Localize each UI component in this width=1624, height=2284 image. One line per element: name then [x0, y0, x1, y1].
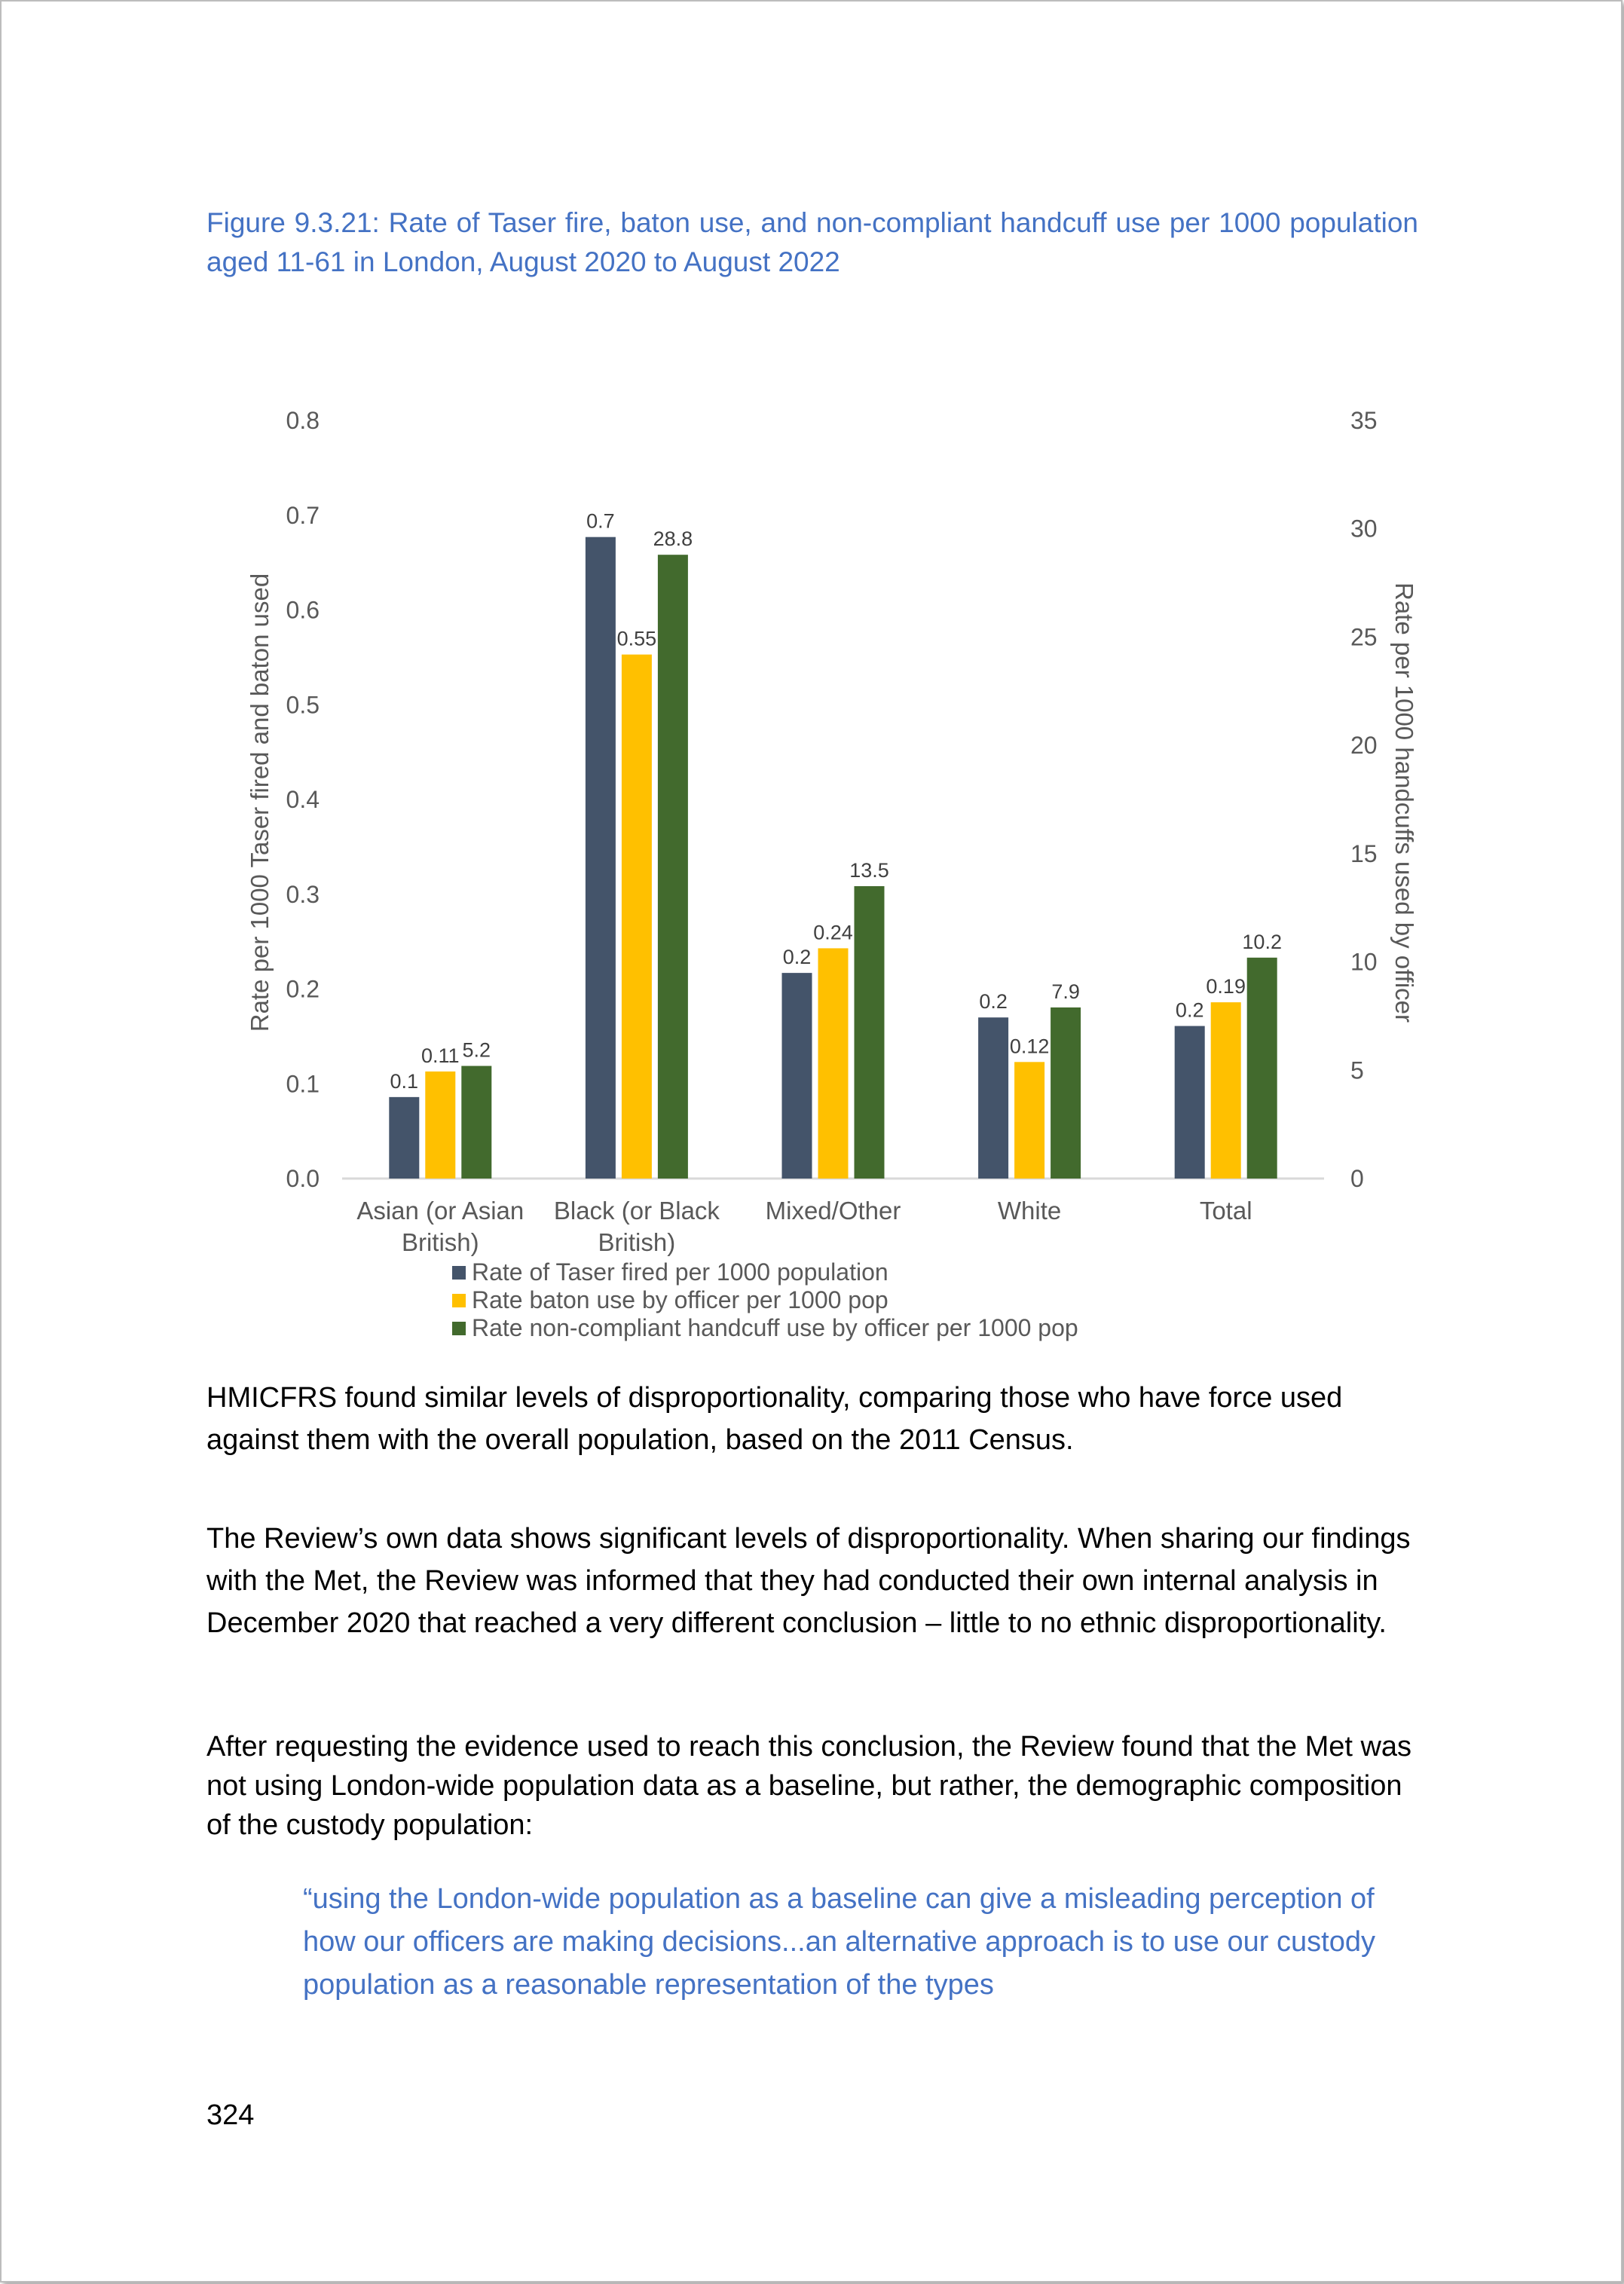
- y2-axis-title: Rate per 1000 handcuffs used by officer: [1390, 582, 1418, 1023]
- y2-tick-label: 20: [1350, 732, 1378, 759]
- legend-item: Rate baton use by officer per 1000 pop: [452, 1286, 1078, 1314]
- y-axis-title: Rate per 1000 Taser fired and baton used: [246, 573, 274, 1032]
- y2-tick-label: 35: [1350, 407, 1378, 434]
- y-tick-label: 0.6: [286, 597, 320, 624]
- bar: [1014, 1062, 1045, 1179]
- legend-swatch-handcuff: [452, 1321, 466, 1335]
- figure-caption: Figure 9.3.21: Rate of Taser fire, baton…: [206, 207, 1418, 277]
- y2-tick-label: 10: [1350, 949, 1378, 976]
- y-tick-label: 0.2: [286, 976, 320, 1003]
- bar: [1051, 1007, 1081, 1179]
- bar-chart: 0.0 0.1 0.2 0.3 0.4 0.5 0.6 0.7 0.8 0 5 10 15 20 25 30 3…: [246, 407, 1418, 1256]
- legend-label: Rate baton use by officer per 1000 pop: [472, 1286, 888, 1313]
- y-tick-label: 0.5: [286, 691, 320, 718]
- y-tick-label: 0.7: [286, 502, 320, 529]
- data-label: 0.24: [813, 921, 853, 943]
- bar: [461, 1066, 492, 1179]
- y2-tick-label: 5: [1350, 1056, 1364, 1084]
- legend-item: Rate non-compliant handcuff use by offic…: [452, 1314, 1078, 1342]
- bar: [425, 1071, 456, 1179]
- data-label: 0.1: [390, 1070, 419, 1093]
- bar: [1210, 1002, 1241, 1179]
- y-tick-label: 0.1: [286, 1070, 320, 1097]
- x-tick-label: Mixed/Other: [766, 1197, 901, 1225]
- chart-legend: Rate of Taser fired per 1000 population …: [452, 1258, 1078, 1342]
- body-paragraph: The Review’s own data shows significant …: [206, 1523, 1411, 1639]
- bar: [781, 973, 812, 1179]
- data-label: 0.19: [1206, 975, 1246, 998]
- bar: [1174, 1026, 1205, 1179]
- y2-tick-label: 0: [1350, 1165, 1364, 1192]
- y2-tick-label: 15: [1350, 840, 1378, 867]
- x-tick-label: Total: [1200, 1197, 1252, 1225]
- legend-swatch-baton: [452, 1293, 466, 1307]
- bar: [854, 885, 885, 1179]
- body-paragraph: After requesting the evidence used to re…: [206, 1731, 1412, 1841]
- bar: [818, 948, 849, 1179]
- bar: [389, 1096, 420, 1179]
- x-tick-label: British): [402, 1228, 479, 1256]
- y2-tick-label: 30: [1350, 515, 1378, 543]
- legend-swatch-taser: [452, 1265, 466, 1280]
- x-tick-label: Black (or Black: [554, 1197, 720, 1225]
- data-label: 0.2: [979, 990, 1008, 1013]
- block-quote: “using the London-wide population as a b…: [303, 1883, 1375, 2001]
- data-label: 7.9: [1051, 980, 1080, 1003]
- data-label: 10.2: [1242, 931, 1282, 953]
- data-label: 0.55: [617, 628, 657, 650]
- x-tick-label: British): [598, 1228, 676, 1256]
- legend-label: Rate of Taser fired per 1000 population: [472, 1258, 888, 1286]
- data-label: 0.2: [783, 946, 812, 968]
- bar: [657, 555, 688, 1179]
- data-label: 28.8: [653, 527, 693, 550]
- y-tick-label: 0.3: [286, 881, 320, 908]
- data-label: 0.11: [421, 1044, 460, 1067]
- data-label: 0.2: [1176, 999, 1204, 1022]
- legend-label: Rate non-compliant handcuff use by offic…: [472, 1314, 1078, 1341]
- data-label: 0.7: [586, 510, 615, 533]
- bar: [978, 1017, 1009, 1179]
- page-number: 324: [206, 2099, 255, 2131]
- data-label: 13.5: [849, 859, 889, 882]
- y-tick-label: 0.8: [286, 407, 320, 434]
- x-tick-label: Asian (or Asian: [356, 1197, 524, 1225]
- bar: [585, 537, 616, 1179]
- x-tick-label: White: [998, 1197, 1061, 1225]
- bar: [621, 654, 652, 1179]
- y2-tick-label: 25: [1350, 623, 1378, 650]
- data-label: 5.2: [463, 1039, 491, 1062]
- y-tick-label: 0.4: [286, 786, 320, 813]
- y-tick-label: 0.0: [286, 1165, 320, 1192]
- body-paragraph: HMICFRS found similar levels of dispropo…: [206, 1382, 1343, 1456]
- legend-item: Rate of Taser fired per 1000 population: [452, 1258, 1078, 1286]
- data-label: 0.12: [1010, 1035, 1050, 1057]
- bar: [1246, 957, 1277, 1179]
